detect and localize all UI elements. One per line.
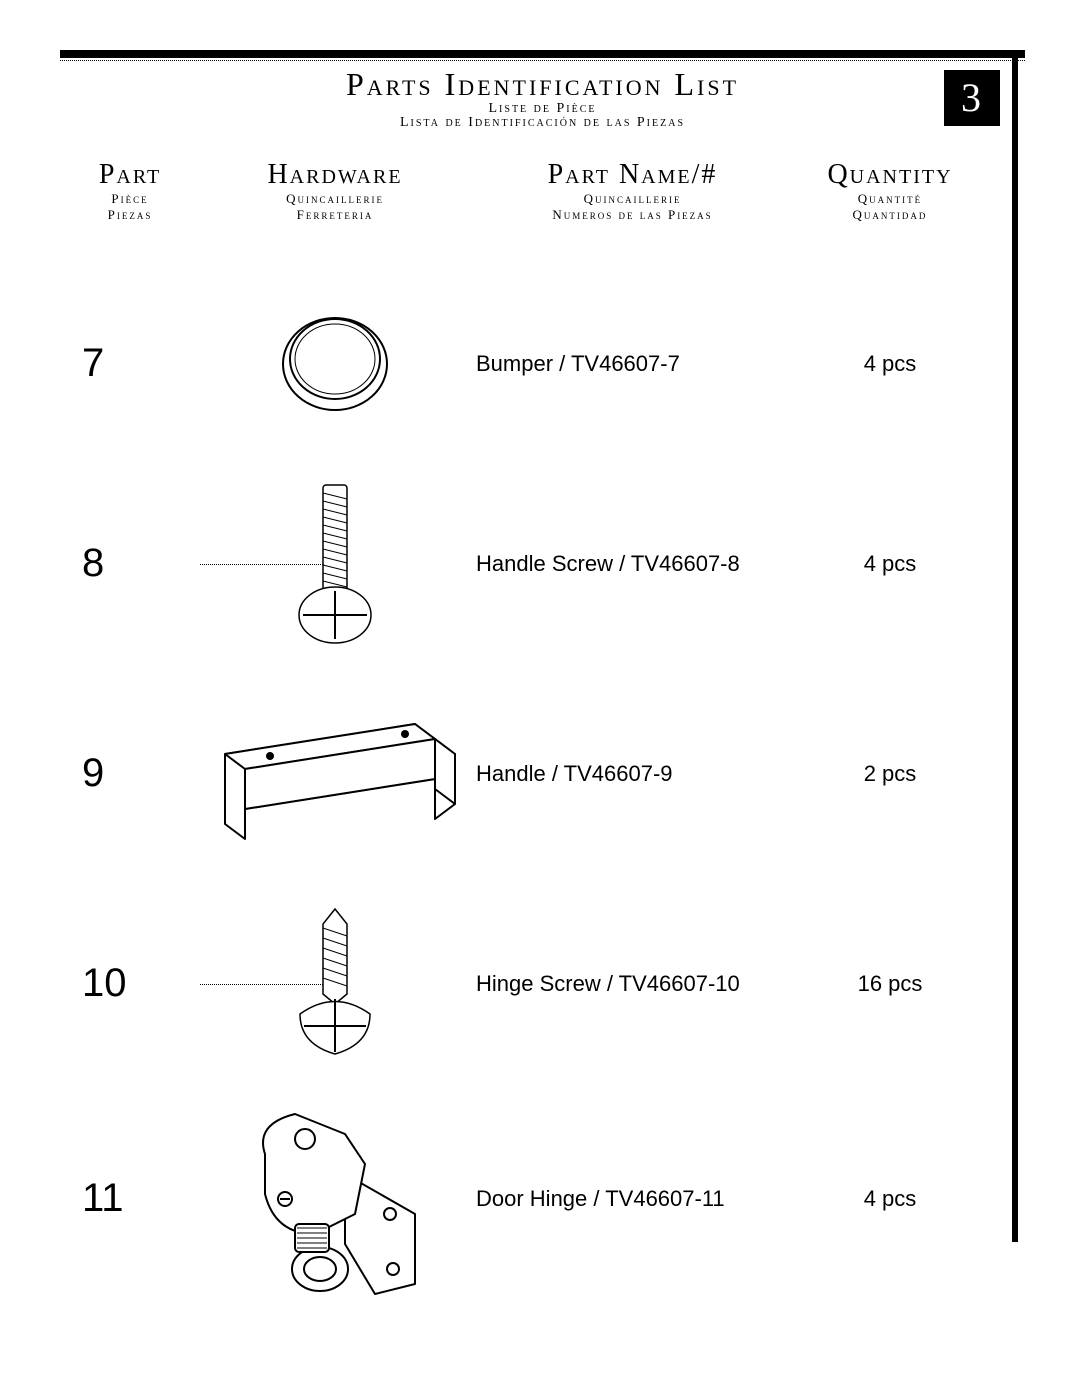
part-number: 7 <box>60 341 200 386</box>
header-hardware-es: Ferreteria <box>200 207 470 223</box>
part-qty: 4 pcs <box>795 551 985 577</box>
header-qty-es: Quantidad <box>795 207 985 223</box>
part-qty: 2 pcs <box>795 761 985 787</box>
header-name: Part Name/# Quincaillerie Numeros de las… <box>470 159 795 224</box>
part-number: 8 <box>60 541 200 586</box>
part-number: 10 <box>60 961 200 1006</box>
header-part-es: Piezas <box>60 207 200 223</box>
header-qty-fr: Quantité <box>795 191 985 207</box>
row-7: 7 Bumper / TV46607-7 4 pcs <box>60 264 985 464</box>
header-name-fr: Quincaillerie <box>470 191 795 207</box>
title-block: Parts Identification List Liste de Pièce… <box>60 66 1025 131</box>
header-name-main: Part Name/# <box>470 159 795 191</box>
header-part-fr: Pièce <box>60 191 200 207</box>
part-number: 9 <box>60 751 200 796</box>
hinge-icon <box>200 1094 470 1304</box>
row-11: 11 <box>60 1084 985 1314</box>
bumper-icon <box>200 309 470 419</box>
header-qty-main: Quantity <box>795 159 985 191</box>
title-main: Parts Identification List <box>60 66 1025 103</box>
page-number: 3 <box>944 70 1000 126</box>
header-part-main: Part <box>60 159 200 191</box>
machine-screw-icon <box>200 479 470 649</box>
part-name: Bumper / TV46607-7 <box>470 351 795 377</box>
wood-screw-icon <box>200 904 470 1064</box>
part-qty: 4 pcs <box>795 1186 985 1212</box>
header-name-es: Numeros de las Piezas <box>470 207 795 223</box>
header-hardware-fr: Quincaillerie <box>200 191 470 207</box>
header-part: Part Pièce Piezas <box>60 159 200 224</box>
handle-icon <box>200 684 470 864</box>
column-headers: Part Pièce Piezas Hardware Quincaillerie… <box>60 159 1025 224</box>
part-qty: 4 pcs <box>795 351 985 377</box>
row-10: 10 Hinge Screw / <box>60 884 985 1084</box>
part-name: Door Hinge / TV46607-11 <box>470 1186 795 1212</box>
header-hardware-main: Hardware <box>200 159 470 191</box>
part-number: 11 <box>60 1176 200 1221</box>
page: 3 Parts Identification List Liste de Piè… <box>0 0 1080 1397</box>
part-qty: 16 pcs <box>795 971 985 997</box>
title-sub-es: Lista de Identificación de las Piezas <box>60 115 1025 131</box>
row-9: 9 Handle / TV46607-9 2 pcs <box>60 664 985 884</box>
header-hardware: Hardware Quincaillerie Ferreteria <box>200 159 470 224</box>
top-rule <box>60 50 1025 58</box>
part-name: Hinge Screw / TV46607-10 <box>470 971 795 997</box>
parts-rows: 7 Bumper / TV46607-7 4 pcs 8 <box>60 264 1025 1314</box>
row-8: 8 <box>60 464 985 664</box>
part-name: Handle / TV46607-9 <box>470 761 795 787</box>
part-name: Handle Screw / TV46607-8 <box>470 551 795 577</box>
right-rule <box>1012 58 1018 1242</box>
header-qty: Quantity Quantité Quantidad <box>795 159 985 224</box>
